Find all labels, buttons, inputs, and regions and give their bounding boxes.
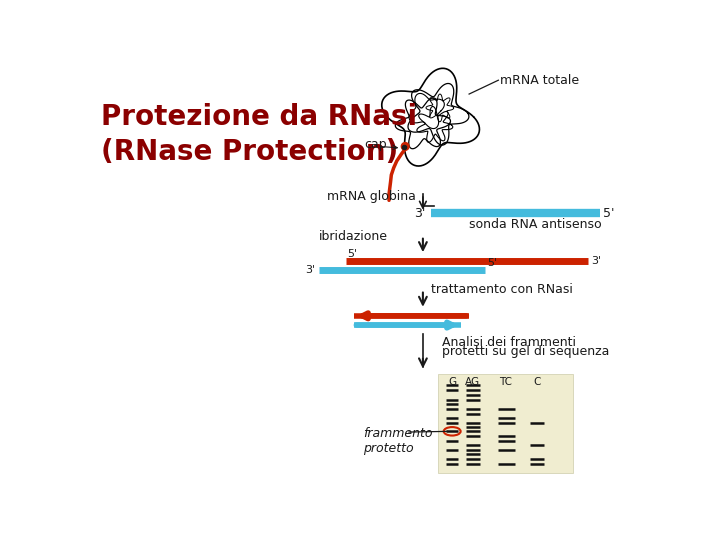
- Text: (RNase Protection): (RNase Protection): [101, 138, 398, 166]
- Text: ibridazione: ibridazione: [319, 231, 388, 244]
- Text: Protezione da RNasi: Protezione da RNasi: [101, 103, 417, 131]
- Text: Analisi dei frammenti: Analisi dei frammenti: [442, 336, 576, 349]
- Text: 5': 5': [487, 258, 497, 268]
- Text: mRNA totale: mRNA totale: [500, 74, 579, 87]
- Text: 3': 3': [305, 265, 315, 275]
- Text: C: C: [534, 377, 541, 387]
- FancyBboxPatch shape: [438, 374, 573, 473]
- Text: protetti su gel di sequenza: protetti su gel di sequenza: [442, 345, 610, 358]
- Text: trattamento con RNasi: trattamento con RNasi: [431, 283, 572, 296]
- Text: 5': 5': [603, 207, 615, 220]
- Text: cap: cap: [364, 138, 387, 151]
- Text: 5': 5': [348, 249, 358, 259]
- Circle shape: [401, 143, 409, 150]
- Text: AG: AG: [465, 377, 480, 387]
- Text: G: G: [448, 377, 456, 387]
- Text: 3': 3': [414, 207, 426, 220]
- Text: 3': 3': [590, 256, 601, 266]
- Text: frammento
protetto: frammento protetto: [363, 427, 432, 455]
- Text: mRNA globina: mRNA globina: [327, 190, 415, 203]
- Text: sonda RNA antisenso: sonda RNA antisenso: [469, 218, 602, 231]
- Text: TC: TC: [500, 377, 513, 387]
